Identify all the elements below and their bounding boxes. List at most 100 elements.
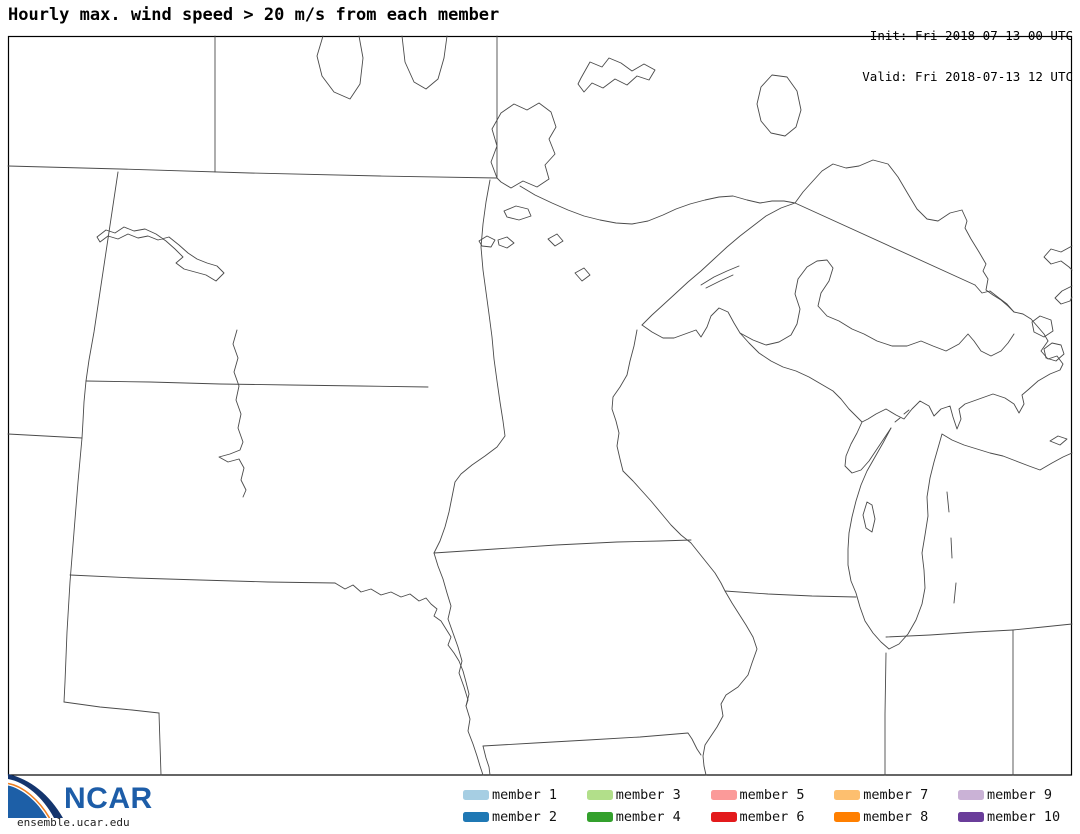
devils-lake-a <box>478 235 496 248</box>
legend-item-label: member 6 <box>739 808 805 825</box>
superior-north-shore <box>794 159 1015 313</box>
leech-lake <box>547 233 564 247</box>
border-co-ne-vertical <box>158 712 162 776</box>
legend-item-label: member 7 <box>863 787 929 803</box>
border-mn-ia <box>433 539 692 554</box>
legend-item: member 3 <box>586 787 681 803</box>
drummond-island <box>1043 342 1065 362</box>
mississippi-river <box>622 470 758 776</box>
ncar-logo-text: NCAR <box>64 782 153 815</box>
legend-item: member 5 <box>710 787 805 803</box>
legend-swatch <box>463 790 489 800</box>
border-wi-il <box>724 590 857 598</box>
red-lakes <box>503 205 532 221</box>
map-frame <box>7 35 1073 776</box>
north-channel-shore <box>1043 245 1073 271</box>
legend-swatch <box>710 811 737 822</box>
map-boundaries <box>7 35 1073 776</box>
border-nd-mn-red-river <box>433 179 506 554</box>
up-south-shore <box>861 340 1064 430</box>
lake-michigan-west-shore <box>847 427 892 650</box>
border-sd-wy-west <box>63 380 87 703</box>
border-sd-ia-big-sioux <box>433 552 469 707</box>
missouri-river-south <box>482 745 491 776</box>
lake-winnebago <box>862 501 876 533</box>
legend-item: member 2 <box>463 810 557 824</box>
ncar-logo-icon <box>8 774 63 818</box>
legend-item: member 8 <box>834 810 928 824</box>
legend-swatch <box>586 790 613 800</box>
run-times: Init: Fri 2018-07-13 00 UTC Valid: Fri 2… <box>862 2 1073 110</box>
legend-item: member 1 <box>463 788 557 802</box>
legend-swatch <box>463 811 489 822</box>
legend-item-label: member 1 <box>492 787 558 803</box>
lake-winnipeg <box>401 35 448 90</box>
border-nd-sd <box>85 380 429 388</box>
border-mt-wy <box>7 433 83 439</box>
lake-sakakawea <box>96 226 225 282</box>
logo-orange-arc <box>8 782 51 818</box>
lp-river-dash-b <box>950 537 953 559</box>
border-st-marys <box>974 284 1049 342</box>
legend-swatch <box>834 811 861 822</box>
mille-lacs-lake <box>574 267 591 282</box>
legend-item: member 7 <box>834 788 928 802</box>
border-us-canada-49n <box>7 165 498 179</box>
legend-swatch <box>958 811 984 822</box>
rainy-lakes <box>577 57 656 93</box>
legend-item-label: member 4 <box>615 808 681 825</box>
green-bay <box>844 421 892 474</box>
isle-royale-b <box>705 274 734 289</box>
lake-michigan-east-shore <box>888 433 1073 650</box>
border-superior-diagonal <box>794 202 976 286</box>
border-mi-in <box>885 629 1014 638</box>
border-wy-ne-co <box>63 701 160 714</box>
lake-nipigon <box>756 74 802 137</box>
border-sd-ne-43n <box>69 574 336 584</box>
init-time: Init: Fri 2018-07-13 00 UTC <box>869 28 1073 43</box>
lp-river-dash-c <box>953 582 957 604</box>
legend-swatch <box>586 811 613 822</box>
legend-item: member 10 <box>958 810 1060 824</box>
legend-item-label: member 2 <box>492 808 558 825</box>
legend-item: member 9 <box>958 788 1052 802</box>
border-rainy-river <box>519 185 796 225</box>
manitoulin-shore <box>1054 285 1073 305</box>
devils-lake-b <box>497 236 515 249</box>
border-mn-wi-st-croix <box>611 329 638 472</box>
legend-item: member 6 <box>710 808 805 825</box>
legend-item-label: member 5 <box>739 787 805 803</box>
lake-oahe <box>218 329 247 498</box>
missouri-river <box>334 582 484 776</box>
border-ia-mo <box>482 732 702 756</box>
legend-item-label: member 8 <box>863 808 929 825</box>
logo-blue-swoosh <box>8 785 47 818</box>
logo-navy-swoosh <box>8 774 63 818</box>
st-joseph-island <box>1031 315 1054 338</box>
legend-item-label: member 9 <box>987 787 1053 803</box>
border-mi-oh <box>1012 623 1073 631</box>
legend-item: member 4 <box>586 808 681 825</box>
border-wi-mi <box>739 332 863 423</box>
border-mt-nd <box>85 171 119 382</box>
legend-item-label: member 10 <box>987 808 1061 825</box>
legend-swatch <box>958 790 984 800</box>
border-il-in <box>884 652 887 776</box>
door-islands-a <box>894 417 901 423</box>
page-title: Hourly max. wind speed > 20 m/s from eac… <box>8 5 500 25</box>
lake-manitoba <box>316 35 364 100</box>
legend-swatch <box>710 790 737 800</box>
legend-swatch <box>834 790 861 800</box>
door-islands-b <box>903 409 910 415</box>
site-url-label: ensemble.ucar.edu <box>17 816 130 829</box>
lp-river-dash-a <box>946 491 950 513</box>
valid-time: Valid: Fri 2018-07-13 12 UTC <box>862 68 1073 84</box>
superior-south-shore <box>641 259 1015 357</box>
lake-of-the-woods <box>490 102 557 189</box>
bois-blanc-island <box>1049 435 1068 446</box>
isle-royale-a <box>700 265 740 286</box>
superior-mn-shore <box>641 202 796 326</box>
legend-item-label: member 3 <box>615 787 681 803</box>
